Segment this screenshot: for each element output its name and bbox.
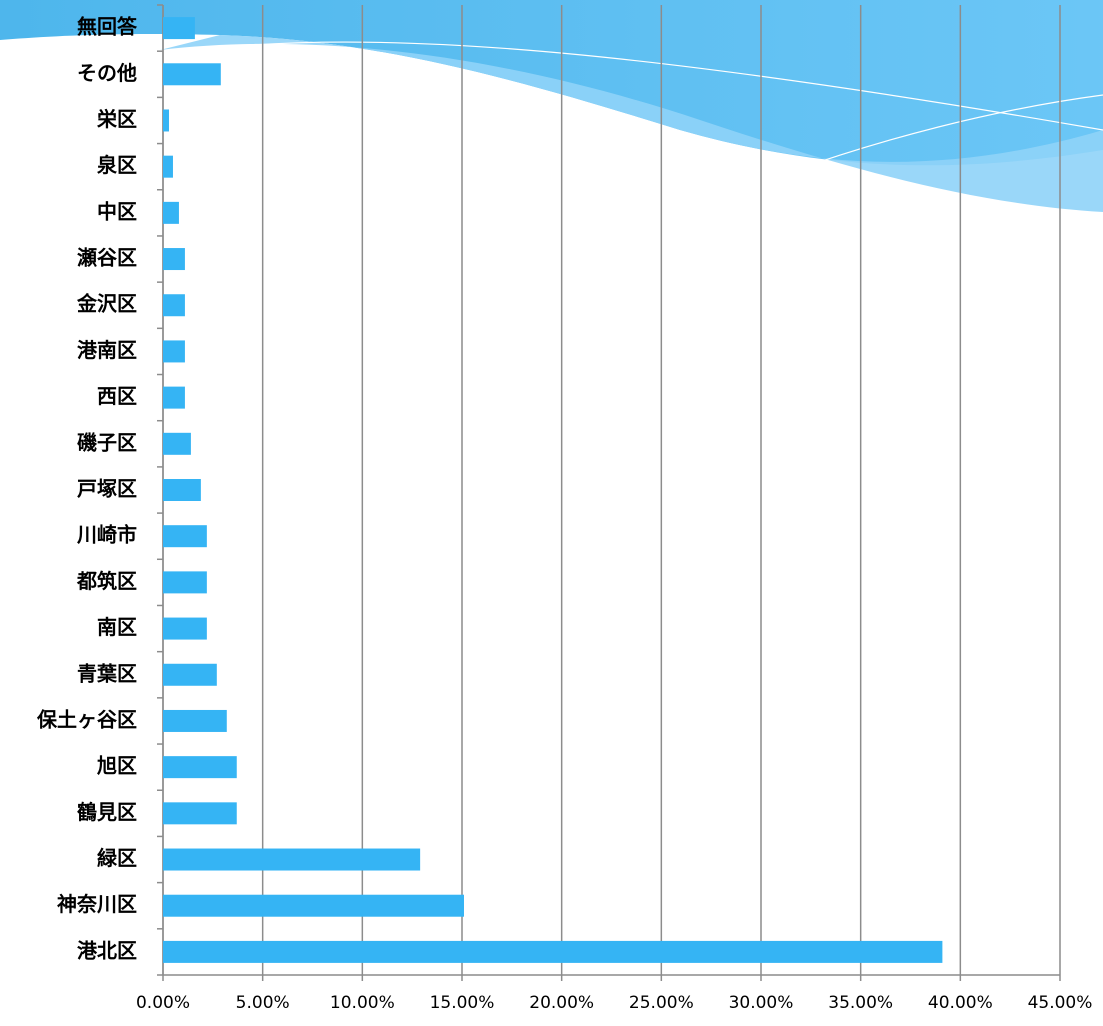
bar (163, 848, 421, 871)
x-tick-label: 30.00% (729, 993, 794, 1013)
bar (163, 663, 217, 686)
bar (163, 432, 191, 455)
bar (163, 63, 221, 86)
bar (163, 525, 207, 548)
x-tick-label: 25.00% (629, 993, 694, 1013)
bar (163, 617, 207, 640)
bar (163, 109, 169, 132)
labels: 0.00% 5.00% 10.00% 15.00% 20.00% 25.00% 30.00%… (36, 15, 1092, 1013)
y-tick-label: 鶴見区 (77, 800, 137, 824)
x-tick-label: 45.00% (1028, 993, 1093, 1013)
y-tick-label: 南区 (97, 615, 137, 639)
x-tick-label: 10.00% (330, 993, 395, 1013)
bar (163, 201, 179, 224)
y-tick-label: 中区 (97, 199, 137, 223)
y-tick-label: 保土ヶ谷区 (36, 707, 137, 731)
x-tick-label: 20.00% (529, 993, 594, 1013)
y-tick-label: 旭区 (96, 754, 137, 778)
bar (163, 940, 943, 963)
x-tick-label: 40.00% (928, 993, 993, 1013)
y-tick-label: 無回答 (77, 15, 138, 39)
bar (163, 340, 185, 363)
y-tick-label: 泉区 (96, 153, 137, 177)
bar (163, 386, 185, 409)
bar (163, 17, 195, 40)
bar (163, 155, 173, 178)
y-tick-label: 緑区 (97, 846, 137, 870)
y-tick-label: 栄区 (96, 107, 137, 131)
bars (163, 17, 943, 963)
y-tick-label: 青葉区 (77, 661, 137, 685)
bar (163, 479, 201, 501)
grid (157, 4, 1061, 981)
bar (163, 802, 237, 825)
x-tick-label: 5.00% (236, 993, 290, 1013)
bar (163, 709, 227, 732)
y-tick-label: 西区 (97, 384, 137, 408)
y-tick-label: 都筑区 (76, 569, 137, 593)
y-tick-label: 港北区 (77, 938, 137, 962)
x-tick-label: 0.00% (136, 993, 190, 1013)
bar (163, 894, 464, 917)
y-tick-label: 神奈川区 (57, 892, 137, 916)
x-tick-label: 35.00% (828, 993, 893, 1013)
bar (163, 756, 237, 779)
y-tick-label: 川崎市 (76, 523, 137, 547)
bar (163, 294, 185, 317)
y-tick-label: その他 (77, 61, 137, 85)
y-tick-label: 磯子区 (77, 430, 137, 454)
bar (163, 248, 185, 271)
y-tick-label: 金沢区 (76, 292, 137, 316)
y-tick-label: 戸塚区 (77, 477, 137, 501)
x-tick-label: 15.00% (430, 993, 495, 1013)
y-tick-label: 瀬谷区 (77, 246, 137, 270)
y-tick-label: 港南区 (77, 338, 137, 362)
bar (163, 571, 207, 594)
